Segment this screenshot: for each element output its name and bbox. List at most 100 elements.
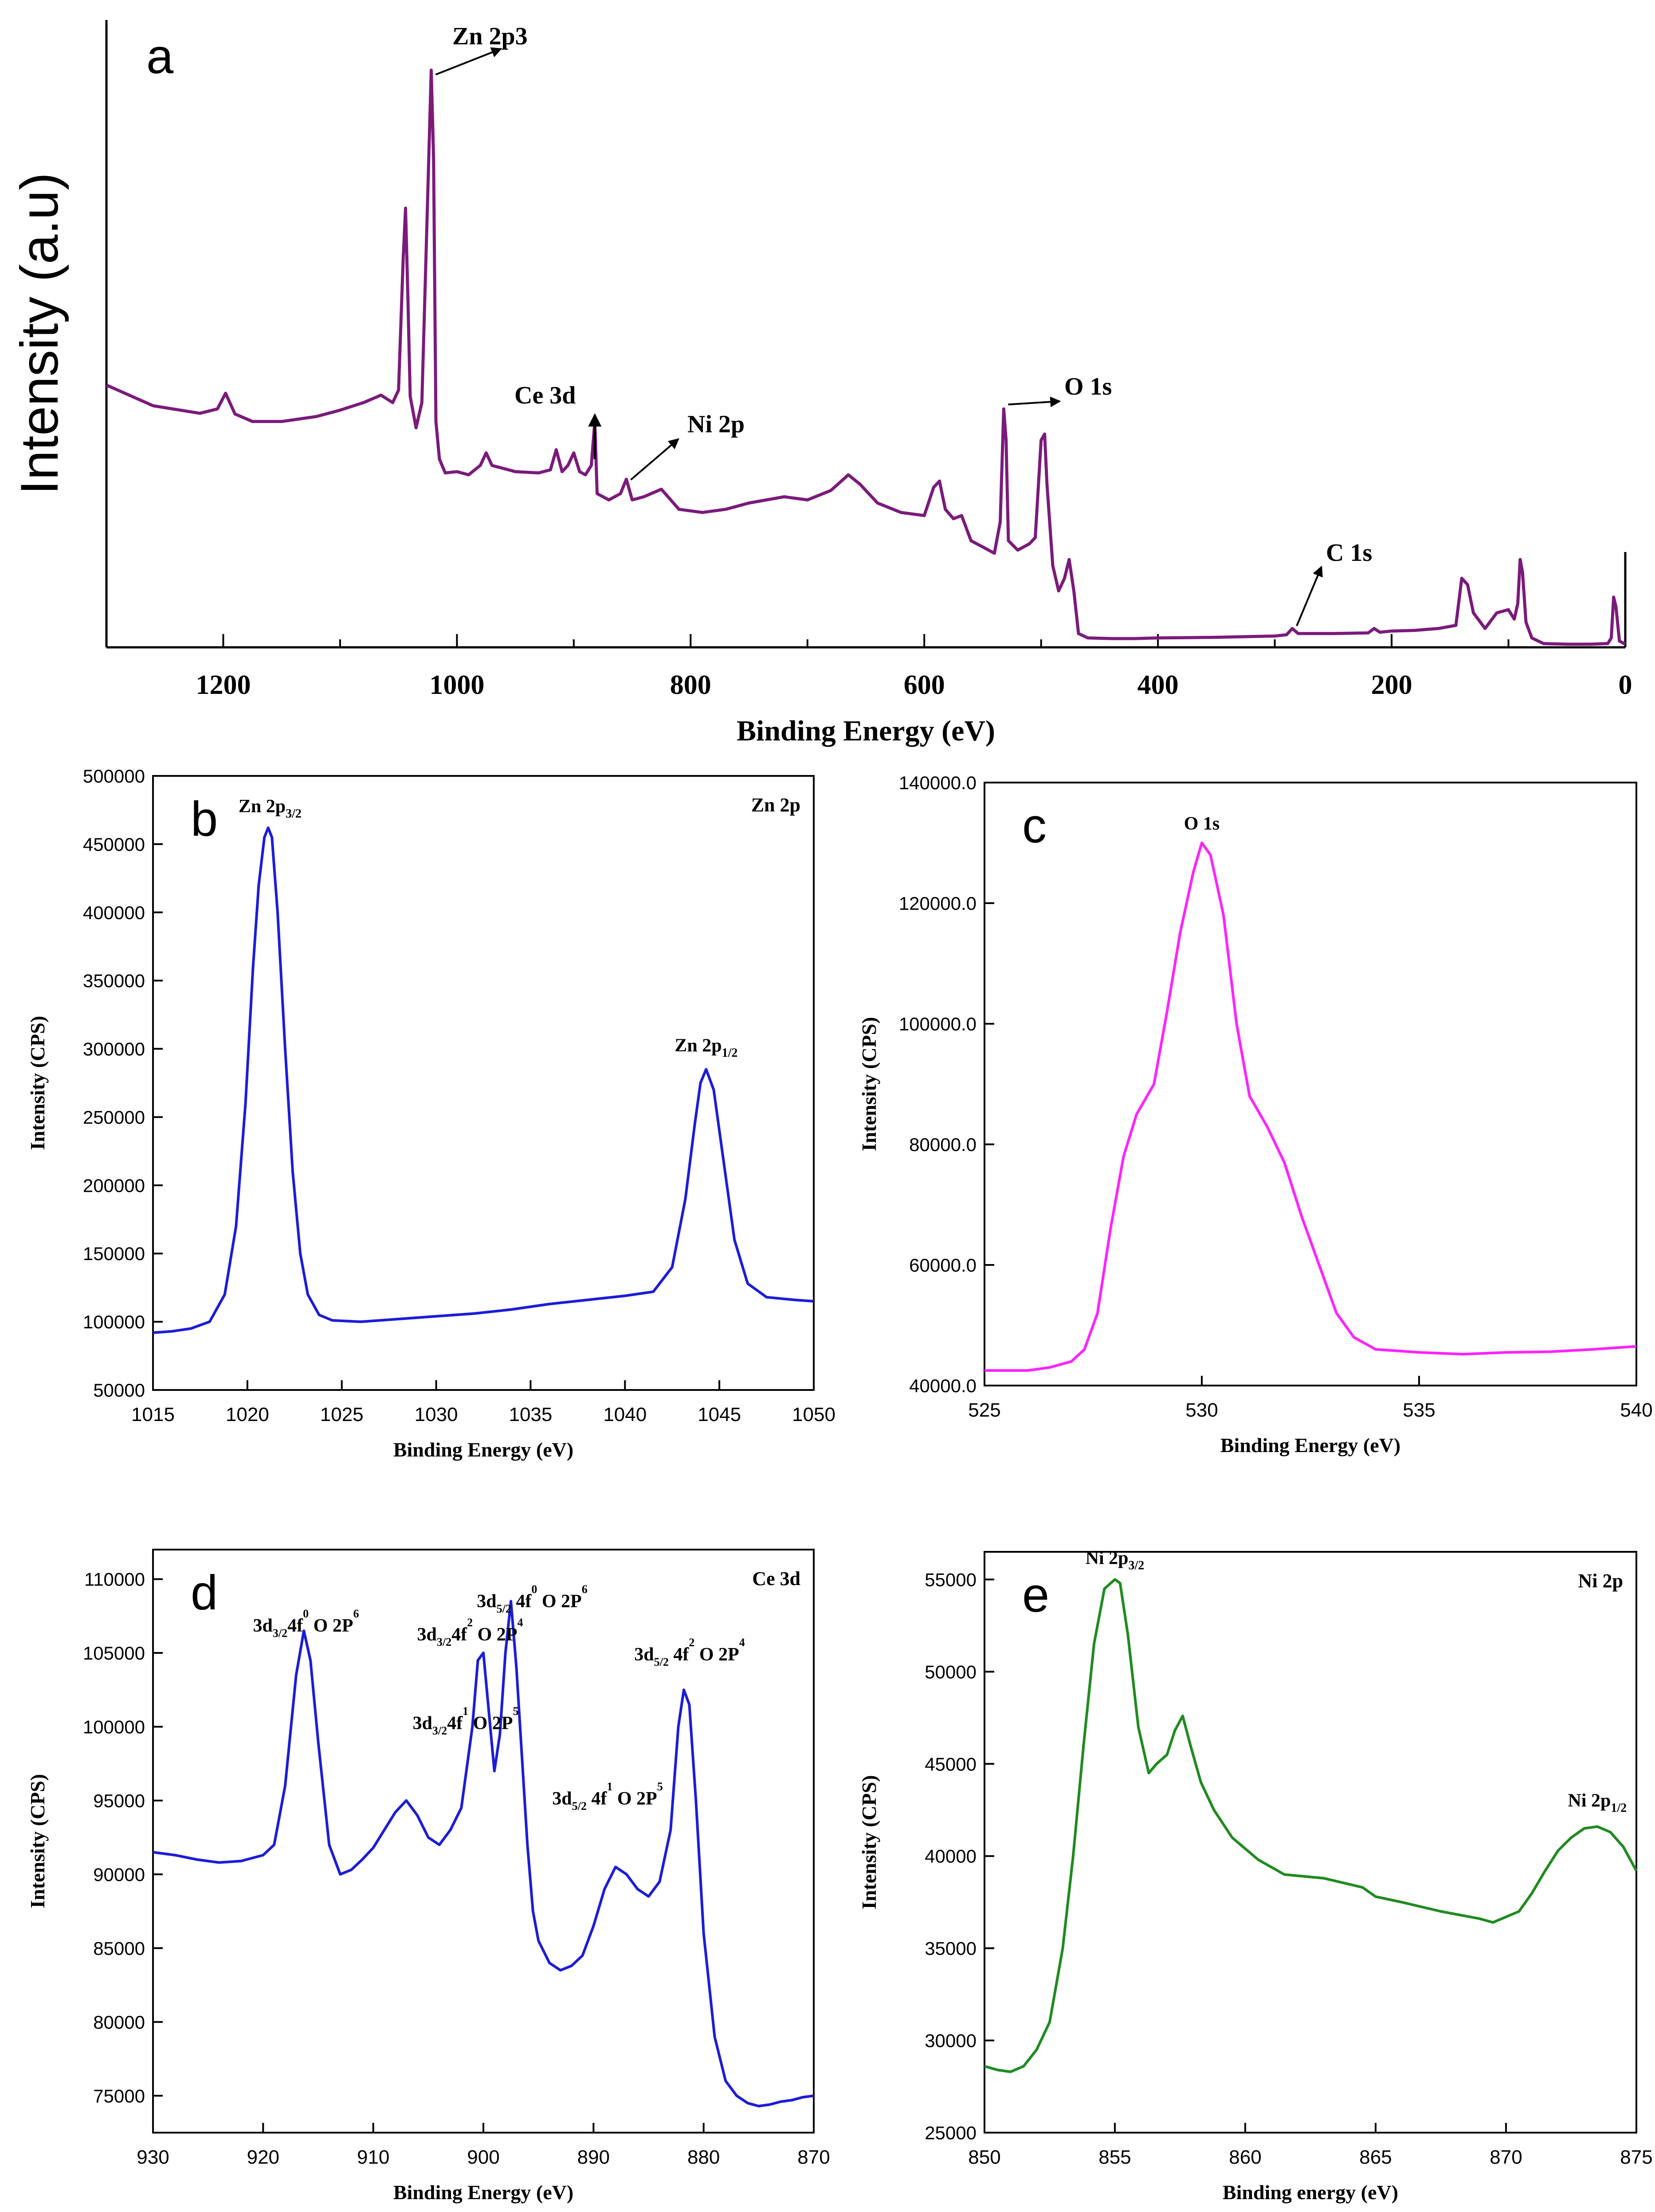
x-tick-label: 855 — [1098, 2146, 1131, 2168]
y-axis-label: Intensity (CPS) — [858, 1017, 880, 1151]
y-tick-label: 300000 — [83, 1039, 145, 1060]
series-line — [153, 826, 814, 1334]
peak-label: O 1s — [1064, 373, 1112, 400]
peak-label-part: O 2P — [473, 1625, 517, 1645]
series-line — [153, 1600, 814, 2108]
y-tick-label: 250000 — [83, 1107, 145, 1128]
x-tick-label: 1040 — [603, 1404, 647, 1425]
panel-b: 1015 1020 1025 1030 1035 1040 1045 1050 50000 100… — [26, 766, 835, 1461]
x-axis-label: Binding energy (eV) — [1223, 2181, 1398, 2204]
peak-label: Zn 2p3 — [452, 23, 528, 50]
y-tick-label: 95000 — [93, 1790, 145, 1811]
peak-label-part: 4f — [511, 1591, 532, 1612]
x-axis-label: Binding Energy (eV) — [393, 2181, 573, 2204]
peak-label-part: O 2P — [468, 1713, 513, 1734]
x-tick-label: 865 — [1359, 2146, 1392, 2168]
y-tick-label: 100000 — [83, 1312, 145, 1332]
peak-label-main: Zn 2p — [675, 1036, 722, 1056]
peak-label: Zn 2p3/2 — [239, 796, 302, 821]
y-tick-label: 100000.0 — [899, 1014, 977, 1034]
plot-frame — [152, 775, 815, 1391]
x-axis-label: Binding Energy (eV) — [737, 715, 995, 747]
y-tick-label: 80000.0 — [909, 1134, 977, 1155]
y-tick-label: 80000 — [93, 2012, 145, 2032]
x-tick-label: 1035 — [509, 1404, 552, 1425]
peak-label-part: 5 — [657, 1780, 663, 1793]
peak-label-part: 3d — [253, 1616, 273, 1636]
x-tick-label: 870 — [797, 2146, 830, 2168]
x-tick-label: 1020 — [226, 1404, 269, 1425]
peak-label-part: 4f — [447, 1713, 463, 1734]
x-tick-label: 530 — [1185, 1399, 1218, 1421]
peak-label-part: 4f — [287, 1616, 303, 1636]
x-tick-label: 400 — [1137, 670, 1179, 700]
x-tick-label: 1045 — [698, 1404, 741, 1425]
y-tick-label: 140000.0 — [899, 772, 977, 793]
y-tick-label: 35000 — [925, 1938, 977, 1959]
peak-label-part: 5/2 — [572, 1800, 587, 1813]
peak-label: O 1s — [1184, 814, 1220, 834]
peak-label-part: 4f — [587, 1789, 608, 1809]
peak-label-part: 3/2 — [273, 1627, 287, 1640]
peak-label: Ce 3d — [514, 382, 576, 409]
peak-label: Zn 2p1/2 — [675, 1036, 737, 1060]
x-tick-label: 200 — [1371, 670, 1412, 700]
x-tick-label: 870 — [1490, 2146, 1522, 2168]
x-tick-label: 540 — [1620, 1399, 1652, 1421]
x-tick-label: 525 — [968, 1399, 1000, 1421]
corner-label: Zn 2p — [751, 794, 800, 816]
corner-label: Ce 3d — [752, 1568, 800, 1590]
panel-letter: c — [1022, 799, 1047, 853]
panel-letter: b — [191, 792, 218, 846]
y-tick-label: 25000 — [925, 2122, 977, 2143]
y-tick-label: 55000 — [925, 1569, 977, 1590]
x-tick-label: 890 — [577, 2146, 610, 2168]
peak-label: Ni 2p3/2 — [1086, 1548, 1145, 1572]
y-tick-label: 450000 — [83, 834, 145, 855]
peak-label-main: O 1s — [1184, 814, 1220, 834]
peak-label-part: 3d — [413, 1713, 432, 1734]
y-tick-label: 45000 — [925, 1754, 977, 1774]
peak-label-part: 3d — [477, 1591, 496, 1612]
panel-e: 850 855 860 865 870 875 25000 30000 35000 40000 45… — [858, 1548, 1653, 2204]
y-tick-label: 105000 — [83, 1643, 145, 1664]
y-tick-label: 90000 — [93, 1864, 145, 1885]
peak-label-sub: 1/2 — [1611, 1801, 1627, 1815]
y-axis-label: Intensity (CPS) — [26, 1016, 49, 1150]
y-axis-label: Intensity (a.u) — [10, 172, 69, 495]
peak-label-part: 3d — [634, 1644, 654, 1665]
peak-label-part: O 2P — [694, 1644, 739, 1665]
y-axis-label: Intensity (CPS) — [26, 1774, 49, 1908]
x-tick-label: 850 — [968, 2146, 1000, 2168]
peak-label: 3d3/24f0 O 2P6 — [253, 1607, 359, 1640]
peak-label-part: 3/2 — [437, 1636, 451, 1648]
peak-label: Ni 2p1/2 — [1568, 1791, 1627, 1815]
peak-label-sub: 1/2 — [722, 1046, 738, 1060]
peak-label-part: 2 — [689, 1636, 694, 1649]
x-tick-label: 930 — [137, 2146, 169, 2168]
plot-frame — [984, 782, 1637, 1386]
x-tick-label: 910 — [357, 2146, 389, 2168]
peak-label-sub: 3/2 — [1129, 1558, 1145, 1572]
peak-label: 3d5/2 4f2 O 2P4 — [634, 1636, 745, 1668]
x-tick-label: 880 — [687, 2146, 720, 2168]
x-tick-label: 1050 — [792, 1404, 835, 1425]
peak-label-part: 1 — [463, 1705, 468, 1718]
peak-label-part: 5/2 — [497, 1602, 511, 1615]
series-line — [984, 1578, 1638, 2073]
peak-label-part: 1 — [607, 1780, 612, 1793]
peak-label-part: O 2P — [612, 1789, 657, 1809]
peak-label-part: 3/2 — [432, 1724, 447, 1737]
peak-label-main: Ni 2p — [1568, 1791, 1611, 1811]
x-tick-label: 900 — [467, 2146, 499, 2168]
panel-a: 1200 1000 800 600 400 200 0 Binding Energy (eV)… — [10, 20, 1632, 747]
x-tick-label: 800 — [670, 670, 711, 700]
peak-label-part: 4 — [517, 1616, 523, 1629]
panel-d: 930 920 910 900 890 880 870 75000 80000 85000 9000… — [26, 1549, 830, 2204]
peak-label-main: Zn 2p — [239, 796, 286, 817]
y-tick-label: 110000 — [84, 1569, 145, 1590]
annotation-arrow — [1008, 396, 1061, 407]
peak-label-part: 5/2 — [654, 1656, 669, 1668]
peak-label-part: 4f — [451, 1625, 467, 1645]
